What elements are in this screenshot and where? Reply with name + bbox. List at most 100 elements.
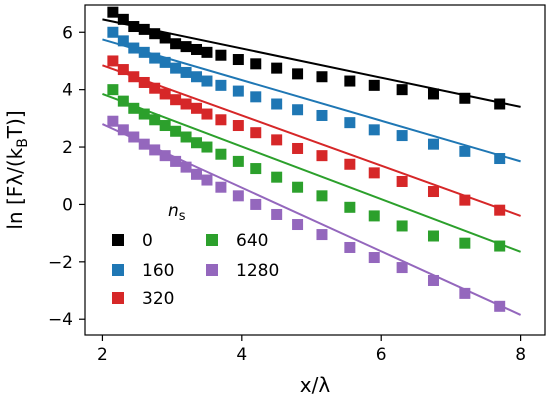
data-point (170, 38, 182, 50)
data-point (138, 76, 150, 88)
data-point (396, 130, 408, 142)
data-point (201, 141, 213, 153)
data-point (138, 46, 150, 58)
data-point (180, 66, 192, 78)
data-point (494, 240, 506, 252)
data-point (191, 43, 203, 55)
data-point (191, 168, 203, 180)
data-point (128, 42, 140, 54)
legend-title: ns (168, 201, 186, 224)
data-point (215, 148, 227, 160)
data-point (232, 155, 244, 167)
legend-entry-label: 160 (142, 261, 174, 281)
data-point (117, 35, 129, 47)
x-tick-label: 2 (97, 345, 108, 365)
data-point (459, 92, 471, 104)
legend-marker (112, 292, 124, 304)
data-point (232, 85, 244, 97)
legend-marker (112, 234, 124, 246)
data-point (159, 32, 171, 44)
data-point (396, 175, 408, 187)
data-point (201, 75, 213, 87)
data-point (117, 13, 129, 25)
data-point (344, 117, 356, 129)
data-point (149, 52, 161, 64)
data-point (117, 95, 129, 107)
data-point (107, 115, 119, 127)
data-point (459, 287, 471, 299)
data-point (149, 114, 161, 126)
y-axis-label: ln [Fλ/(kBT)] (3, 110, 31, 229)
data-point (128, 102, 140, 114)
data-point (107, 84, 119, 96)
x-axis-label: x/λ (300, 373, 331, 397)
data-point (215, 181, 227, 193)
data-point (271, 98, 283, 110)
legend-marker (112, 264, 124, 276)
data-point (396, 220, 408, 232)
data-point (427, 138, 439, 150)
data-point (250, 127, 262, 139)
y-tick-label: 6 (62, 23, 73, 43)
data-point (191, 137, 203, 149)
data-point (149, 82, 161, 94)
data-point (368, 79, 380, 91)
data-point (271, 134, 283, 146)
y-tick-label: 4 (62, 81, 73, 101)
legend: ns 0 160 320 640 1280 (112, 201, 279, 309)
data-point (180, 41, 192, 53)
data-point (170, 62, 182, 74)
data-point (215, 49, 227, 61)
legend-title-subscript: s (179, 209, 186, 224)
fit-line (102, 93, 521, 253)
data-point (191, 102, 203, 114)
y-tick-label: 0 (62, 195, 73, 215)
y-tick-label: 2 (62, 138, 73, 158)
data-point (128, 21, 140, 33)
data-point (201, 46, 213, 58)
data-point (316, 71, 328, 83)
y-label-T: T)] (3, 110, 27, 139)
data-point (215, 79, 227, 91)
data-point (427, 230, 439, 242)
data-point (459, 194, 471, 206)
data-point (232, 190, 244, 202)
data-point (459, 237, 471, 249)
axis-ticks: 2 4 6 8 6 4 2 0 −2 −4 (48, 23, 526, 365)
y-tick-label: −2 (48, 253, 73, 273)
y-tick-label: −4 (48, 310, 73, 330)
data-point (138, 108, 150, 120)
data-point (316, 109, 328, 121)
legend-marker (206, 264, 218, 276)
plot-area-frame (84, 4, 546, 336)
data-point (250, 91, 262, 103)
data-point (316, 190, 328, 202)
x-tick-label: 6 (376, 345, 387, 365)
x-tick-label: 8 (515, 345, 526, 365)
data-point (396, 262, 408, 274)
data-point (170, 125, 182, 137)
data-point (250, 198, 262, 210)
data-point (494, 98, 506, 110)
data-point (180, 131, 192, 143)
data-point (138, 138, 150, 150)
data-point (117, 64, 129, 76)
data-point (128, 71, 140, 83)
data-point (201, 174, 213, 186)
data-point (292, 104, 304, 116)
data-point (201, 108, 213, 120)
legend-entry-label: 1280 (236, 261, 279, 281)
data-point (396, 84, 408, 96)
data-point (232, 54, 244, 66)
fit-line (102, 18, 521, 108)
data-point (316, 150, 328, 162)
data-point (170, 94, 182, 106)
data-point (159, 150, 171, 162)
legend-entry-label: 640 (236, 231, 268, 251)
data-point (427, 88, 439, 100)
data-point (271, 171, 283, 183)
data-point (117, 124, 129, 136)
data-point (170, 155, 182, 167)
data-point (215, 114, 227, 126)
